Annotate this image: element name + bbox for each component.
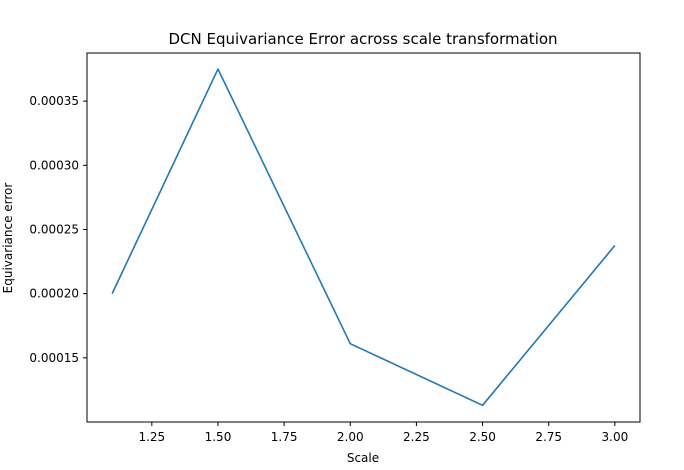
x-tick-label: 1.50 [205, 430, 232, 444]
x-axis-label: Scale [347, 451, 379, 465]
x-tick-label: 2.25 [403, 430, 430, 444]
x-tick-label: 2.50 [469, 430, 496, 444]
x-tick-label: 1.25 [138, 430, 165, 444]
y-tick-label: 0.00025 [29, 222, 79, 236]
y-axis-ticks: 0.00015 0.00020 0.00025 0.00030 0.00035 [29, 94, 87, 365]
chart-title: DCN Equivariance Error across scale tran… [168, 30, 557, 48]
axes-frame [86, 52, 641, 423]
y-tick-label: 0.00030 [29, 158, 79, 172]
x-tick-label: 2.75 [535, 430, 562, 444]
x-tick-label: 3.00 [602, 430, 629, 444]
y-tick-label: 0.00020 [29, 287, 79, 301]
series-line-0 [111, 68, 616, 407]
x-axis-ticks: 1.25 1.50 1.75 2.00 2.25 2.50 2.75 3.00 [138, 422, 628, 444]
y-tick-label: 0.00035 [29, 94, 79, 108]
x-tick-label: 2.00 [337, 430, 364, 444]
series-layer [111, 68, 616, 407]
y-axis-label: Equivariance error [1, 183, 15, 294]
plot-area [86, 52, 641, 423]
x-tick-label: 1.75 [271, 430, 298, 444]
y-tick-label: 0.00015 [29, 351, 79, 365]
